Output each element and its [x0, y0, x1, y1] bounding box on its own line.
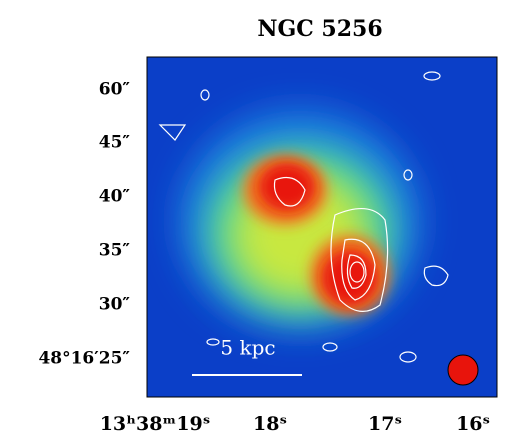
scale-bar-label: 5 kpc	[220, 336, 275, 360]
x-tick-label: 18ˢ	[253, 413, 287, 435]
image	[147, 57, 497, 397]
y-axis-labels: 60″ 45″ 40″ 35″ 30″ 48°16′25″	[38, 80, 130, 369]
y-tick-label: 30″	[99, 295, 131, 315]
x-axis-labels: 13ʰ38ᵐ19ˢ 18ˢ 17ˢ 16ˢ	[100, 413, 490, 435]
x-tick-label: 13ʰ38ᵐ19ˢ	[100, 413, 211, 435]
y-tick-label: 48°16′25″	[38, 349, 130, 369]
y-tick-label: 35″	[99, 241, 131, 261]
x-tick-label: 16ˢ	[456, 413, 490, 435]
y-tick-label: 40″	[99, 187, 131, 207]
y-tick-label: 60″	[99, 80, 131, 100]
title: NGC 5256	[257, 16, 382, 42]
x-tick-label: 17ˢ	[368, 413, 402, 435]
y-tick-label: 45″	[99, 133, 131, 153]
